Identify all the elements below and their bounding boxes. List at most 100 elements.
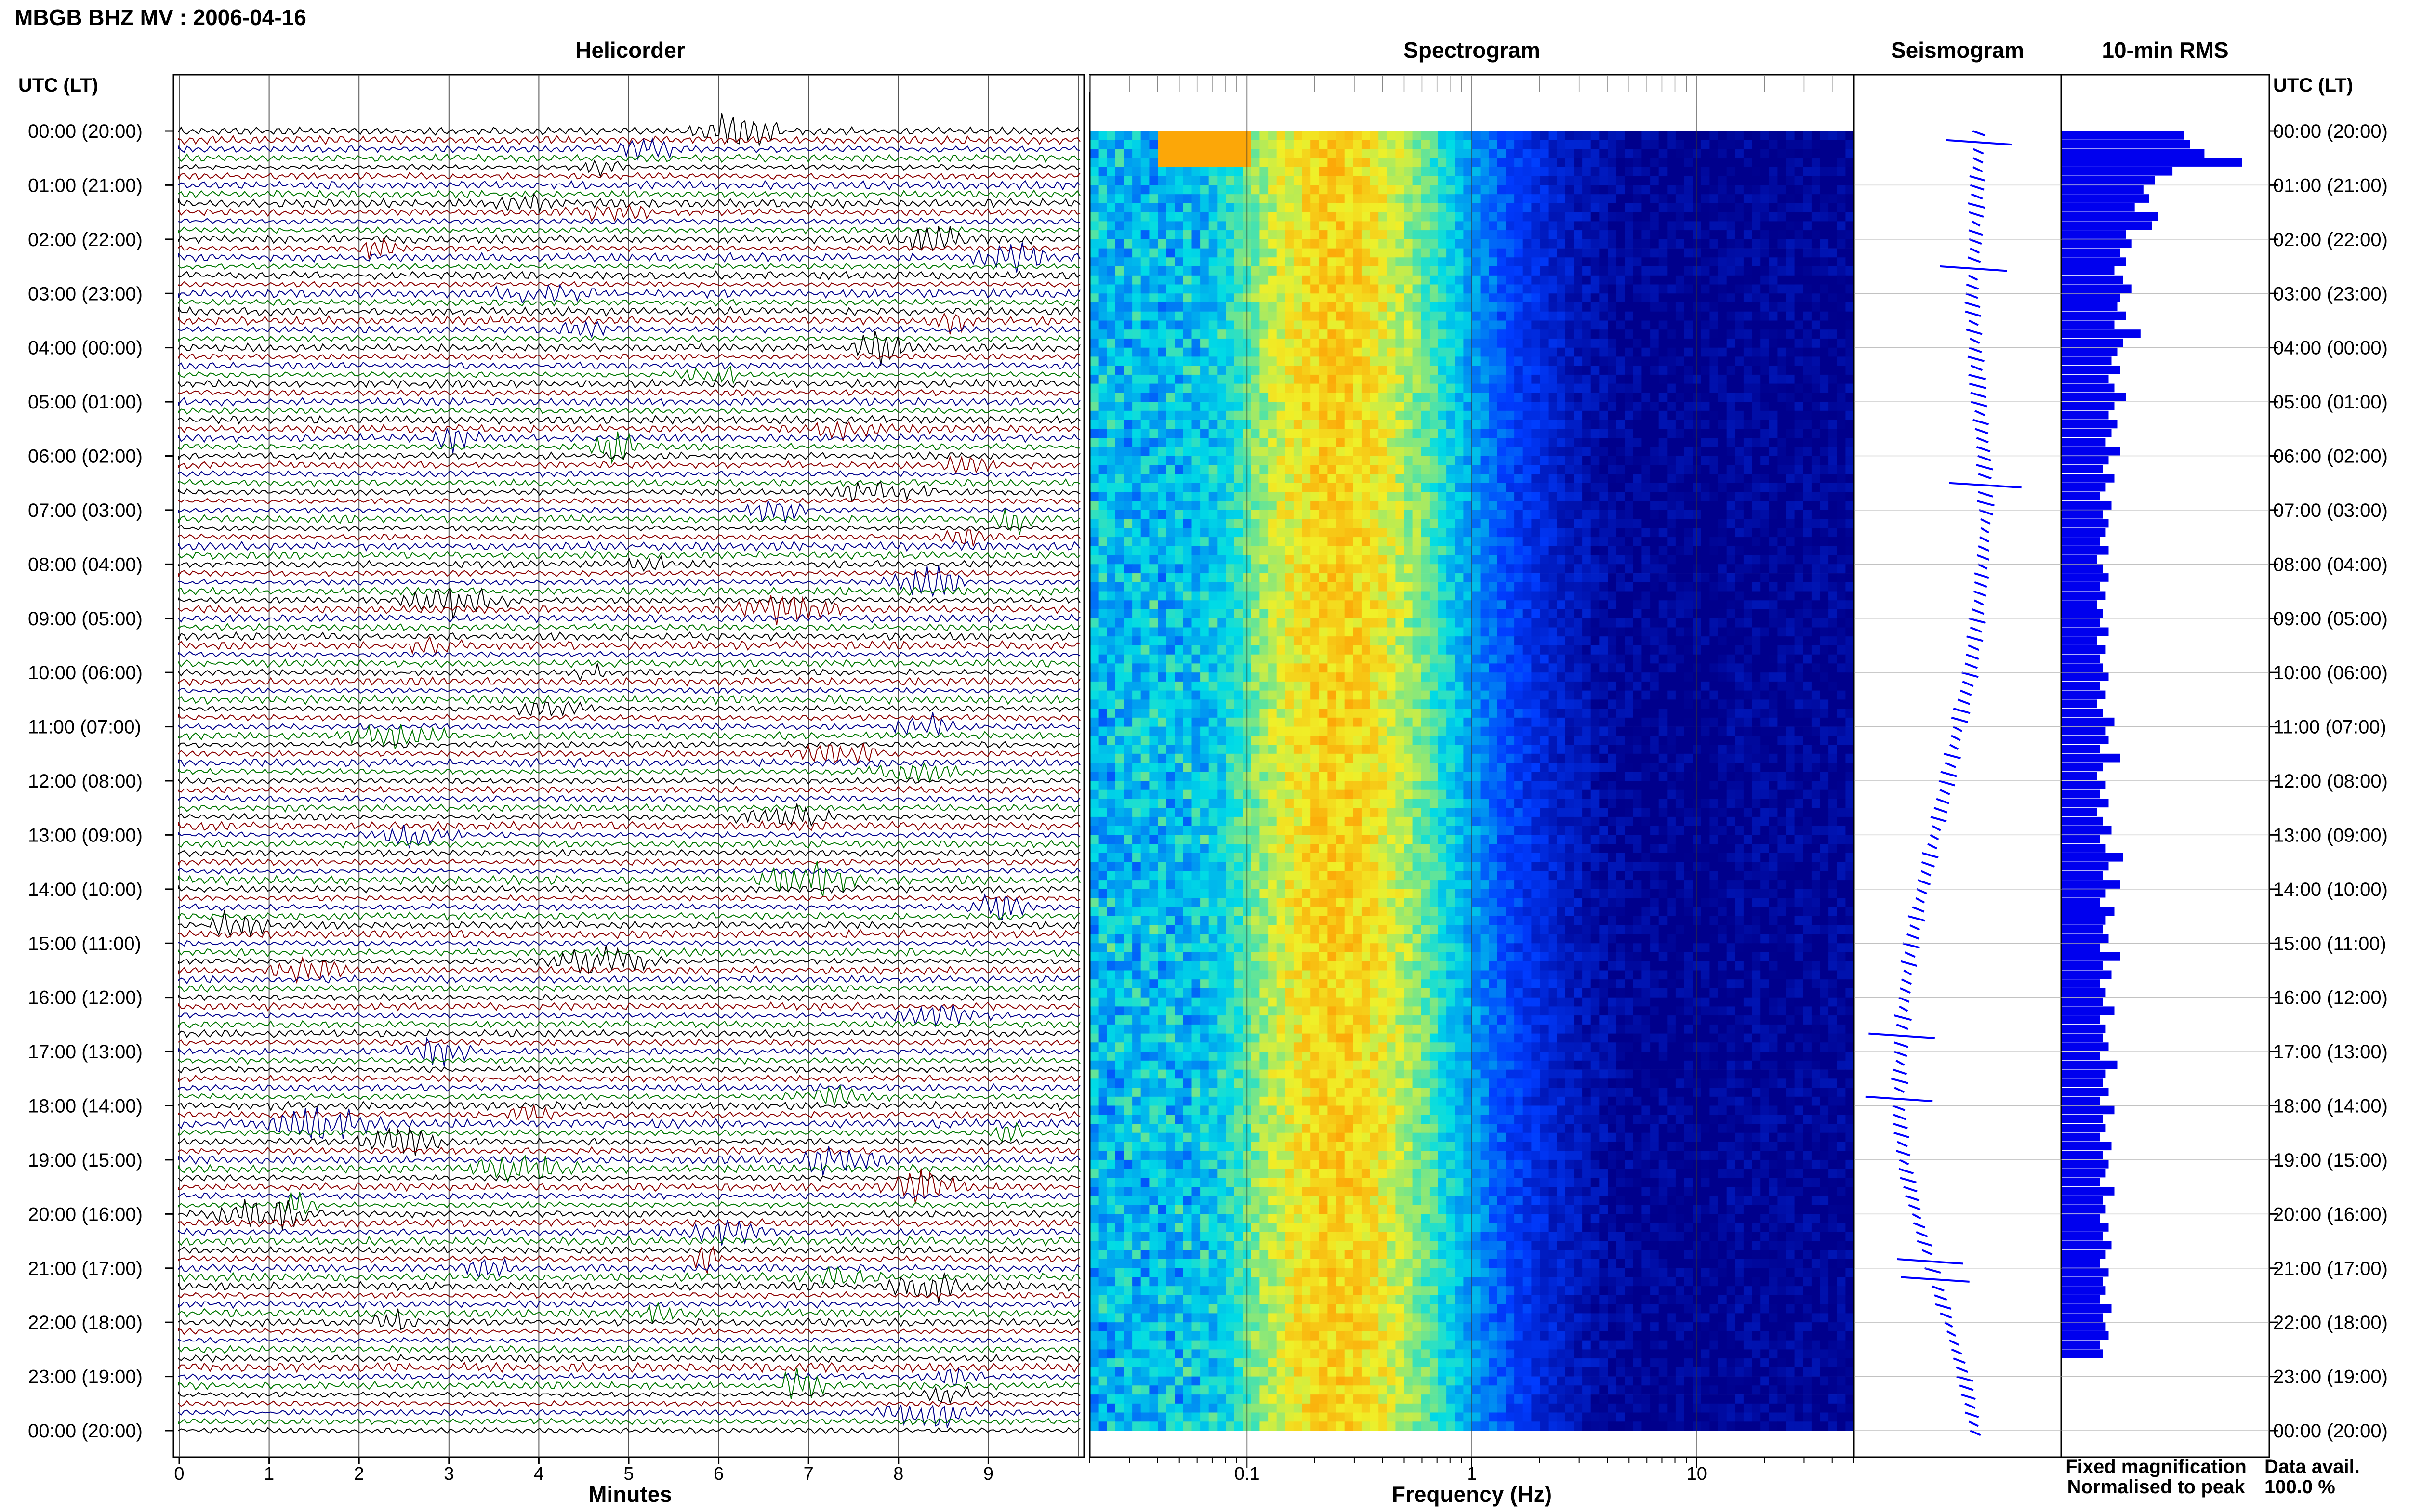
spectrogram-cell — [1166, 573, 1175, 583]
spectrogram-cell — [1234, 474, 1243, 484]
spectrogram-cell — [1183, 447, 1192, 456]
spectrogram-cell — [1574, 140, 1583, 149]
spectrogram-cell — [1574, 501, 1583, 511]
spectrogram-cell — [1743, 203, 1753, 212]
spectrogram-cell — [1302, 366, 1311, 375]
spectrogram-cell — [1658, 212, 1668, 222]
spectrogram-cell — [1845, 131, 1854, 141]
spectrogram-cell — [1098, 185, 1107, 195]
spectrogram-cell — [1090, 149, 1099, 158]
spectrogram-cell — [1718, 465, 1727, 474]
spectrogram-cell — [1794, 555, 1803, 565]
spectrogram-cell — [1463, 149, 1472, 158]
spectrogram-cell — [1463, 257, 1472, 267]
spectrogram-cell — [1828, 338, 1838, 348]
spectrogram-cell — [1302, 284, 1311, 294]
spectrogram-cell — [1455, 275, 1464, 285]
spectrogram-cell — [1446, 311, 1456, 321]
spectrogram-cell — [1310, 347, 1320, 357]
spectrogram-cell — [1616, 230, 1625, 240]
spectrogram-cell — [1726, 600, 1735, 610]
spectrogram-cell — [1675, 393, 1685, 402]
spectrogram-cell — [1497, 266, 1507, 276]
spectrogram-cell — [1701, 176, 1710, 185]
spectrogram-cell — [1658, 410, 1668, 420]
spectrogram-cell — [1183, 176, 1192, 185]
spectrogram-cell — [1361, 528, 1371, 538]
spectrogram-cell — [1226, 212, 1235, 222]
spectrogram-cell — [1259, 203, 1269, 212]
spectrogram-cell — [1608, 410, 1617, 420]
spectrogram-cell — [1769, 420, 1778, 429]
spectrogram-cell — [1743, 465, 1753, 474]
spectrogram-cell — [1760, 420, 1770, 429]
spectrogram-cell — [1820, 374, 1829, 384]
spectrogram-cell — [1158, 230, 1167, 240]
spectrogram-cell — [1599, 275, 1608, 285]
spectrogram-cell — [1463, 221, 1472, 231]
spectrogram-cell — [1200, 356, 1209, 366]
spectrogram-cell — [1735, 528, 1744, 538]
spectrogram-cell — [1608, 167, 1617, 176]
spectrogram-cell — [1540, 248, 1549, 258]
spectrogram-cell — [1641, 230, 1651, 240]
spectrogram-cell — [1259, 429, 1269, 438]
spectrogram-cell — [1786, 366, 1795, 375]
spectrogram-cell — [1336, 410, 1345, 420]
spectrogram-cell — [1115, 248, 1125, 258]
spectrogram-cell — [1531, 429, 1540, 438]
spectrogram-cell — [1641, 302, 1651, 312]
spectrogram-cell — [1777, 356, 1787, 366]
spectrogram-cell — [1158, 131, 1167, 141]
spectrogram-cell — [1302, 302, 1311, 312]
spectrogram-cell — [1718, 456, 1727, 465]
spectrogram-cell — [1395, 546, 1404, 555]
spectrogram-cell — [1752, 582, 1761, 592]
spectrogram-cell — [1582, 374, 1591, 384]
spectrogram-cell — [1446, 600, 1456, 610]
spectrogram-cell — [1404, 519, 1413, 528]
spectrogram-cell — [1412, 185, 1421, 195]
spectrogram-cell — [1378, 131, 1388, 141]
spectrogram-cell — [1098, 537, 1107, 547]
spectrogram-cell — [1472, 366, 1481, 375]
spectrogram-cell — [1234, 320, 1243, 330]
spectrogram-cell — [1777, 140, 1787, 149]
spectrogram-cell — [1268, 374, 1277, 384]
spectrogram-cell — [1353, 266, 1362, 276]
spectrogram-cell — [1743, 501, 1753, 511]
spectrogram-cell — [1667, 438, 1676, 447]
spectrogram-cell — [1140, 600, 1150, 610]
spectrogram-cell — [1726, 519, 1735, 528]
spectrogram-cell — [1098, 510, 1107, 519]
spectrogram-cell — [1599, 474, 1608, 484]
spectrogram-cell — [1327, 456, 1337, 465]
spectrogram-cell — [1582, 528, 1591, 538]
spectrogram-cell — [1404, 185, 1413, 195]
spectrogram-cell — [1582, 474, 1591, 484]
spectrogram-cell — [1319, 393, 1328, 402]
spectrogram-cell — [1370, 131, 1379, 141]
spectrogram-cell — [1310, 140, 1320, 149]
spectrogram-cell — [1769, 356, 1778, 366]
spectrogram-cell — [1378, 284, 1388, 294]
spectrogram-cell — [1540, 203, 1549, 212]
spectrogram-cell — [1667, 519, 1676, 528]
spectrogram-cell — [1387, 402, 1396, 411]
spectrogram-cell — [1514, 293, 1523, 303]
spectrogram-cell — [1132, 185, 1141, 195]
spectrogram-cell — [1166, 383, 1175, 393]
spectrogram-cell — [1777, 573, 1787, 583]
spectrogram-cell — [1166, 257, 1175, 267]
spectrogram-cell — [1404, 555, 1413, 565]
spectrogram-cell — [1412, 203, 1421, 212]
spectrogram-cell — [1675, 257, 1685, 267]
spectrogram-cell — [1421, 366, 1430, 375]
spectrogram-cell — [1429, 356, 1439, 366]
spectrogram-cell — [1234, 573, 1243, 583]
spectrogram-cell — [1760, 140, 1770, 149]
spectrogram-cell — [1845, 212, 1854, 222]
spectrogram-cell — [1302, 374, 1311, 384]
spectrogram-cell — [1752, 329, 1761, 339]
spectrogram-cell — [1845, 239, 1854, 249]
